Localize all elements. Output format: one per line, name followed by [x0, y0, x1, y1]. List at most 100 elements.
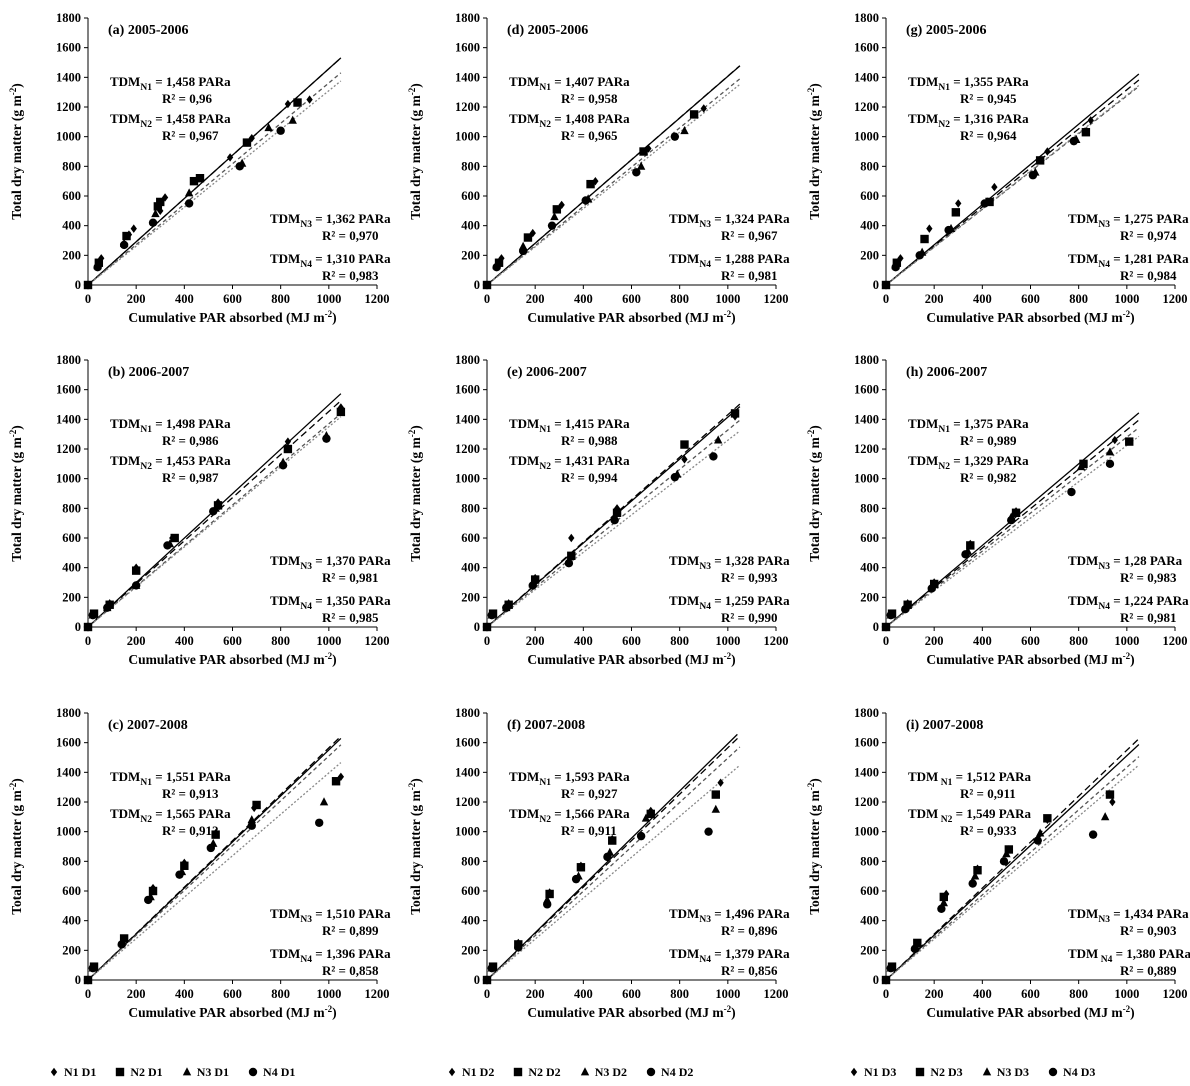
data-point: [581, 196, 590, 205]
x-axis-label-tail: ): [1130, 310, 1135, 325]
r-squared: R² = 0,967: [721, 228, 778, 243]
legend-label: N2 D3: [930, 1064, 963, 1079]
x-axis-label-sup: -2: [1123, 309, 1131, 319]
y-tick-label: 1600: [455, 383, 480, 397]
data-point: [170, 533, 179, 543]
y-axis-label-sup: -2: [407, 429, 417, 437]
equation: TDMN2 = 1,408 PARa: [509, 111, 630, 130]
equation: TDMN1 = 1,593 PARa: [509, 769, 630, 788]
data-point: [926, 224, 933, 233]
data-point: [306, 95, 313, 104]
r-squared: R² = 0,858: [322, 963, 379, 978]
equation-lhs: TDM: [1068, 906, 1098, 921]
equation-rhs: = 1,496 PARa: [711, 906, 790, 921]
r-squared: R² = 0,899: [322, 923, 379, 938]
data-point: [331, 777, 341, 786]
y-axis-label-sup: -2: [806, 87, 816, 95]
equation-sub: N2: [140, 815, 152, 825]
data-point: [892, 258, 902, 267]
y-tick-label: 1600: [854, 736, 879, 750]
equation: TDMN2 = 1,431 PARa: [509, 453, 630, 472]
data-point: [886, 610, 896, 620]
equation-lhs: TDM: [110, 74, 140, 89]
x-tick-label: 800: [1069, 292, 1088, 306]
y-tick-label: 1000: [56, 472, 81, 486]
y-tick-label: 1600: [56, 736, 81, 750]
y-axis-label: Total dry matter (g m-2): [806, 83, 822, 219]
r-squared: R² = 0,896: [721, 923, 778, 938]
data-point: [284, 99, 292, 109]
y-tick-label: 1000: [455, 130, 480, 144]
data-point: [252, 800, 261, 810]
data-point: [1002, 849, 1011, 858]
data-point: [1105, 447, 1115, 456]
equation-rhs: = 1,551 PARa: [152, 769, 231, 784]
y-tick-label: 200: [461, 590, 480, 604]
y-tick-label: 600: [62, 884, 81, 898]
equation-rhs: = 1,434 PARa: [1110, 906, 1189, 921]
x-tick-label: 600: [1021, 634, 1040, 648]
legend-marker: [916, 1067, 925, 1077]
y-axis-label-text: Total dry matter (g m: [408, 790, 423, 915]
y-tick-label: 1800: [854, 706, 879, 720]
chart-panel: 0 200 400 600 800 1000 1200 1400 1600 1800 0 200 400…: [806, 11, 1189, 325]
y-axis-label-tail: ): [9, 83, 24, 88]
equation-rhs: = 1,407 PARa: [551, 74, 630, 89]
data-point: [319, 797, 329, 806]
r-squared: R² = 0,889: [1120, 963, 1177, 978]
legend-item: N4 D3: [1047, 1065, 1095, 1080]
data-point: [576, 863, 586, 872]
data-point: [487, 610, 497, 620]
panel-label: (b) 2006-2007: [108, 365, 189, 380]
x-tick-label: 200: [526, 634, 545, 648]
equation-lhs: TDM: [669, 593, 699, 608]
x-axis-label-sup: -2: [325, 1004, 333, 1014]
legend-item: N2 D3: [914, 1064, 963, 1080]
data-point: [184, 199, 194, 208]
data-point: [235, 162, 244, 171]
equation-rhs: = 1,512 PARa: [952, 769, 1031, 784]
x-tick-label: 800: [271, 987, 290, 1001]
data-point: [612, 508, 622, 517]
x-tick-label: 1000: [316, 987, 341, 1001]
legend-label: N3 D1: [196, 1064, 230, 1079]
equation-rhs: = 1,565 PARa: [152, 806, 231, 821]
data-point: [901, 605, 910, 614]
x-tick-label: 1000: [715, 634, 740, 648]
data-point: [482, 622, 492, 632]
data-point: [704, 827, 713, 836]
equation-sub: N2: [938, 815, 952, 825]
x-axis-label: Cumulative PAR absorbed (MJ m-2): [128, 651, 336, 667]
legend-label: N2 D1: [130, 1064, 163, 1079]
data-point: [492, 263, 501, 272]
equation: TDMN3 = 1,362 PARa: [270, 211, 391, 230]
data-point: [131, 566, 141, 575]
legend-label: N1 D2: [462, 1064, 495, 1079]
y-tick-label: 400: [860, 219, 879, 233]
y-tick-label: 1400: [455, 70, 480, 84]
y-tick-label: 1000: [854, 825, 879, 839]
equation-rhs: = 1,458 PARa: [152, 74, 231, 89]
data-point: [717, 778, 724, 787]
x-tick-label: 0: [85, 634, 91, 648]
y-tick-label: 600: [860, 884, 879, 898]
equation-rhs: = 1,281 PARa: [1110, 251, 1189, 266]
equation-sub: N4: [1098, 602, 1110, 612]
equation-rhs: = 1,362 PARa: [312, 211, 391, 226]
r-squared: R² = 0,981: [721, 268, 777, 283]
equation: TDMN4 = 1,224 PARa: [1068, 593, 1189, 612]
y-tick-label: 400: [461, 561, 480, 575]
equation: TDMN4 = 1,288 PARa: [669, 251, 790, 270]
x-axis-label-sup: -2: [1123, 651, 1131, 661]
equation-lhs: TDM: [1068, 251, 1098, 266]
r-squared: R² = 0,913: [162, 786, 219, 801]
x-tick-label: 800: [670, 634, 689, 648]
r-squared: R² = 0,983: [1120, 570, 1177, 585]
data-point: [891, 263, 900, 272]
panel-label: (f) 2007-2008: [507, 718, 585, 733]
y-tick-label: 200: [860, 943, 879, 957]
r-squared: R² = 0,988: [561, 433, 618, 448]
y-tick-label: 400: [860, 914, 879, 928]
r-squared: R² = 0,986: [162, 433, 219, 448]
equation-lhs: TDM: [1068, 211, 1098, 226]
